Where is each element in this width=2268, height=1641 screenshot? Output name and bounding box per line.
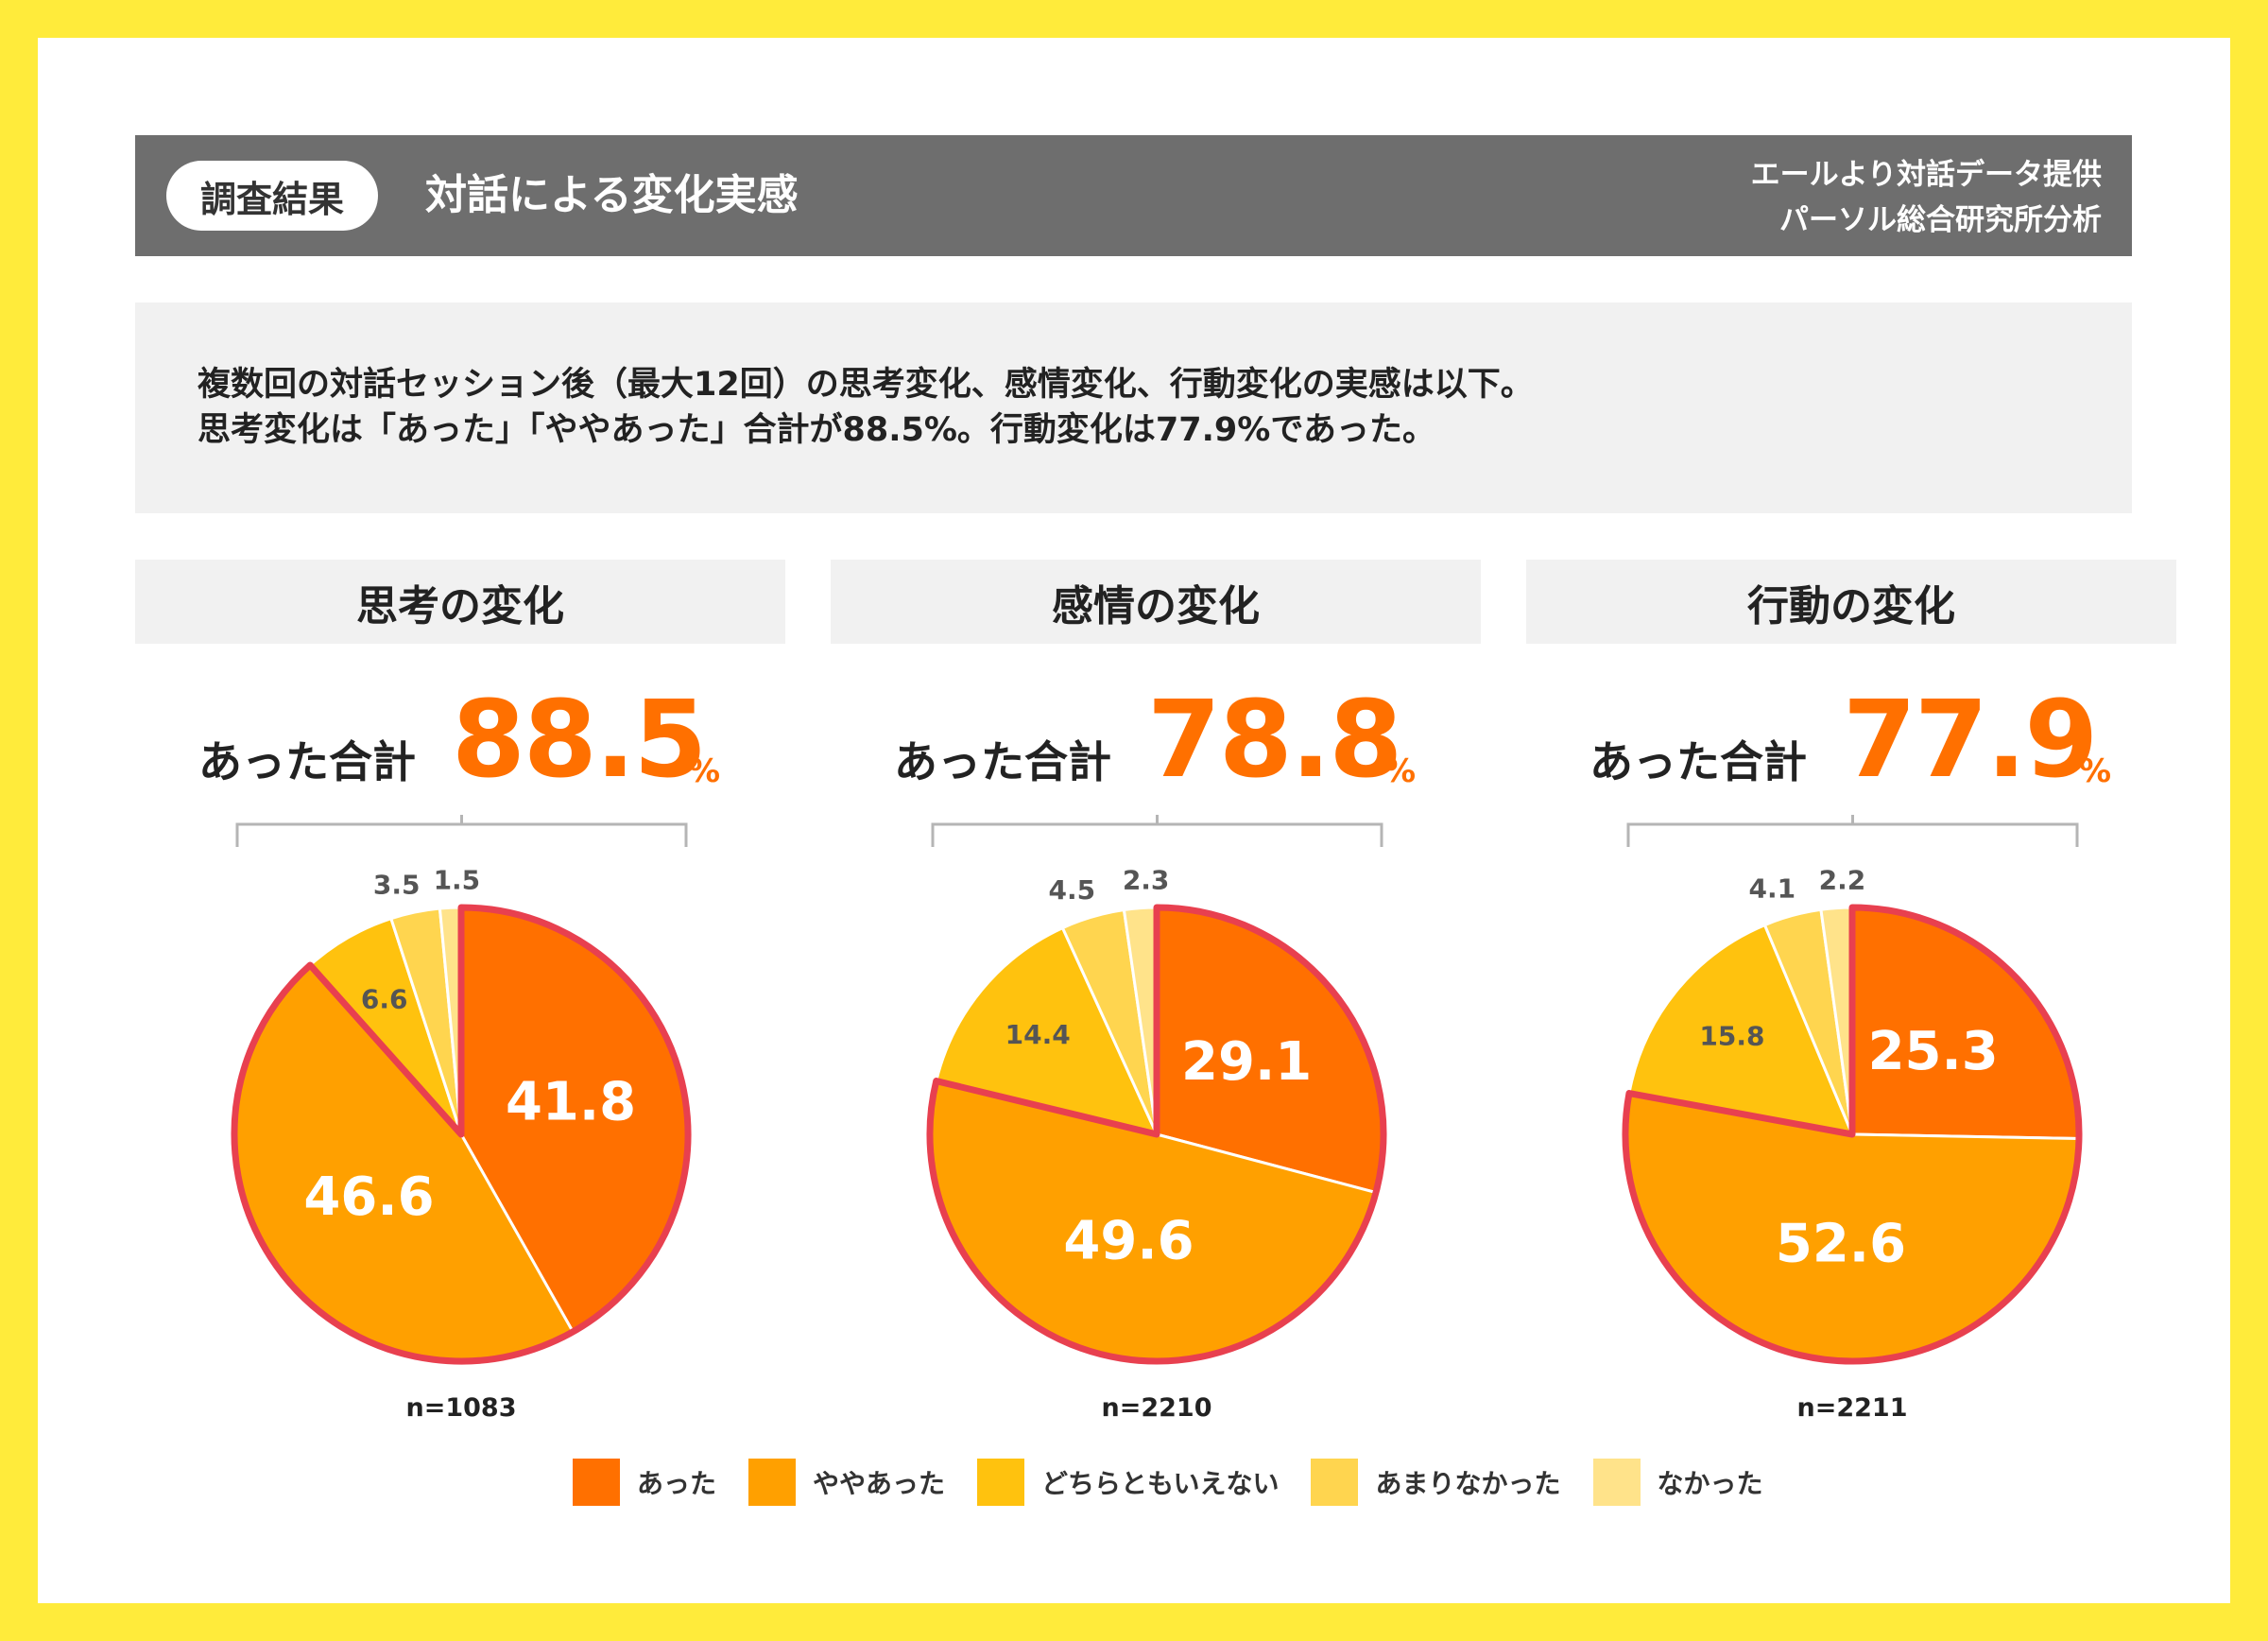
pie-data-label-2: 46.6 — [303, 1166, 434, 1228]
legend-item-yaya-atta: ややあった — [748, 1459, 945, 1506]
n-label-action: n=2211 — [1796, 1393, 1908, 1423]
header-title: 対話による変化実感 — [425, 171, 799, 219]
total-unit-emotion: % — [1383, 752, 1417, 790]
legend-label-amari: あまりなかった — [1375, 1468, 1561, 1499]
total-label-action: あった合計 — [1589, 736, 1807, 787]
legend-swatch-atta — [573, 1459, 620, 1506]
pie-data-label-1: 29.1 — [1181, 1031, 1312, 1093]
panel-title-emotion: 感情の変化 — [831, 560, 1481, 644]
pie-data-label-1: 41.8 — [506, 1072, 636, 1133]
total-label-thinking: あった合計 — [198, 736, 416, 787]
pie-data-label-3: 6.6 — [361, 983, 408, 1014]
panel-title-thinking: 思考の変化 — [135, 560, 785, 644]
pie-highlight-outline — [926, 904, 1387, 1365]
pie-data-label-4: 4.5 — [1049, 874, 1096, 906]
n-label-thinking: n=1083 — [405, 1393, 517, 1423]
legend: あった ややあった どちらともいえない あまりなかった なかった — [573, 1458, 1796, 1507]
pie-data-label-5: 2.3 — [1123, 865, 1170, 896]
pie-data-label-2: 52.6 — [1776, 1214, 1906, 1275]
pie-data-label-4: 4.1 — [1748, 872, 1796, 904]
total-bracket — [931, 815, 1383, 847]
n-label-emotion: n=2210 — [1101, 1393, 1212, 1423]
total-value-emotion: 78.8 — [1147, 679, 1402, 802]
header-source: エールより対話データ提供 パーソル総合研究所分析 — [1751, 152, 2102, 243]
pie-data-label-2: 49.6 — [1063, 1210, 1194, 1271]
pie-highlight-outline — [231, 904, 692, 1365]
legend-swatch-amari — [1311, 1459, 1359, 1506]
pie-slice-3 — [1627, 923, 1855, 1136]
header-badge: 調査結果 — [166, 161, 378, 231]
pie-highlight-outline — [1622, 904, 2083, 1365]
summary-line-1: 複数回の対話セッション後（最大12回）の思考変化、感情変化、行動変化の実感は以下… — [198, 366, 1534, 404]
total-bracket — [235, 815, 688, 847]
legend-item-atta: あった — [573, 1459, 716, 1506]
legend-label-yaya-atta: ややあった — [813, 1468, 946, 1499]
pie-slice-3 — [934, 925, 1160, 1137]
legend-swatch-yaya-atta — [748, 1459, 797, 1506]
total-value-action: 77.9 — [1843, 679, 2098, 802]
total-value-thinking: 88.5 — [452, 679, 707, 802]
total-unit-thinking: % — [688, 752, 721, 790]
legend-swatch-nakatta — [1592, 1459, 1641, 1506]
source-line-2: パーソル総合研究所分析 — [1779, 203, 2102, 237]
pie-data-label-5: 1.5 — [434, 864, 481, 895]
legend-label-nakatta: なかった — [1657, 1468, 1763, 1499]
header-bar: 調査結果 対話による変化実感 エールより対話データ提供 パーソル総合研究所分析 — [135, 135, 2132, 256]
legend-swatch-neutral — [977, 1459, 1025, 1506]
pie-data-label-3: 14.4 — [1005, 1019, 1071, 1050]
pie-data-label-1: 25.3 — [1868, 1021, 1999, 1082]
legend-item-neutral: どちらともいえない — [977, 1459, 1279, 1506]
legend-item-nakatta: なかった — [1592, 1459, 1763, 1506]
legend-item-amari: あまりなかった — [1311, 1459, 1561, 1506]
total-label-emotion: あった合計 — [894, 736, 1111, 787]
pie-data-label-5: 2.2 — [1819, 865, 1866, 896]
total-unit-action: % — [2079, 752, 2112, 790]
summary-box: 複数回の対話セッション後（最大12回）の思考変化、感情変化、行動変化の実感は以下… — [135, 302, 2132, 513]
summary-line-2: 思考変化は「あった」「ややあった」合計が88.5%。行動変化は77.9%であった… — [198, 411, 1435, 449]
panel-title-action: 行動の変化 — [1526, 560, 2176, 644]
pie-data-label-3: 15.8 — [1699, 1021, 1764, 1052]
source-line-1: エールより対話データ提供 — [1750, 158, 2102, 192]
total-bracket — [1626, 815, 2079, 847]
legend-label-neutral: どちらともいえない — [1041, 1468, 1280, 1499]
pie-data-label-4: 3.5 — [373, 870, 421, 901]
legend-label-atta: あった — [637, 1468, 717, 1499]
